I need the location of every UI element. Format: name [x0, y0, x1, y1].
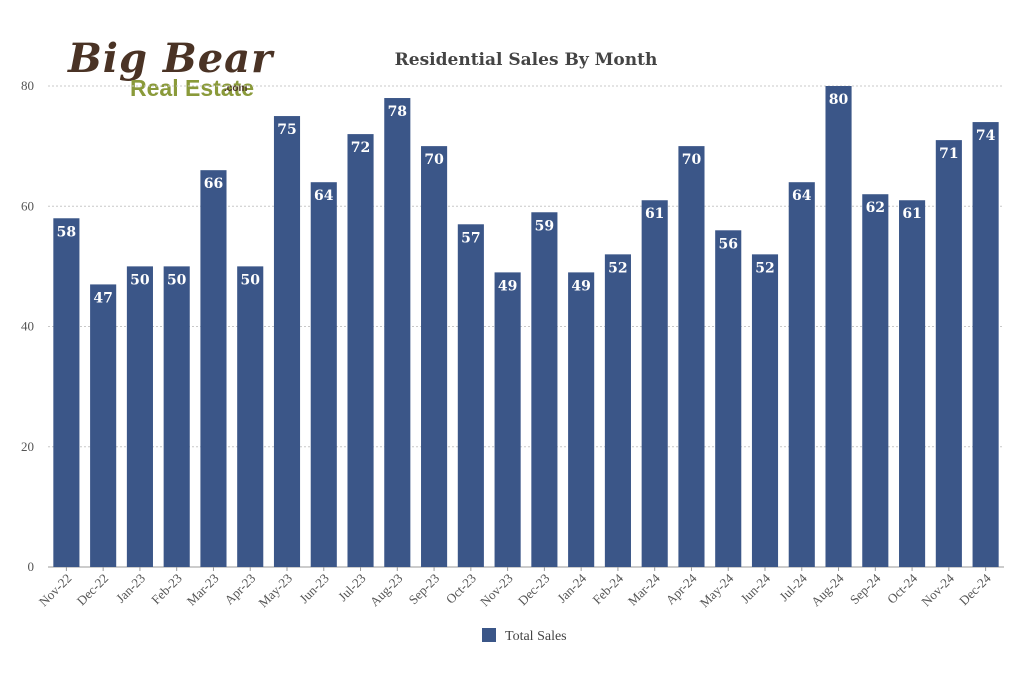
bar-value-label: 64	[314, 188, 334, 204]
bar-value-label: 64	[792, 188, 812, 204]
legend-swatch	[482, 628, 496, 642]
x-tick-label: Nov-23	[477, 571, 516, 610]
chart-title: Residential Sales By Month	[395, 50, 658, 70]
x-tick-label: Nov-24	[918, 570, 957, 609]
x-tick-label: Jan-23	[113, 571, 148, 606]
bar	[310, 182, 337, 567]
bar	[494, 272, 521, 567]
bar-value-label: 50	[167, 272, 187, 288]
bar-value-label: 59	[535, 218, 554, 234]
x-tick-label: Mar-24	[625, 570, 663, 608]
bar	[899, 200, 926, 568]
bar	[935, 140, 962, 568]
y-tick-label: 80	[21, 78, 34, 93]
bar-value-label: 62	[866, 200, 885, 216]
bar-value-label: 78	[388, 104, 407, 120]
logo: Big Bear Real Estate .com	[67, 35, 275, 101]
bar	[825, 86, 852, 567]
bar	[568, 272, 595, 567]
bar	[384, 98, 411, 568]
bar-value-label: 75	[277, 122, 296, 138]
bar	[604, 254, 631, 567]
y-tick-label: 0	[28, 559, 35, 574]
bar	[678, 146, 705, 567]
bar-value-label: 70	[682, 152, 702, 168]
x-tick-label: Aug-24	[808, 570, 847, 609]
bar-value-label: 61	[645, 206, 664, 222]
logo-text-real-estate: Real Estate	[130, 75, 254, 101]
bars: 58 47 50 50 66 50 75 64 72 78 70 57 49 59 49 52 61 70 56 52…	[53, 86, 999, 568]
x-tick-label: Dec-22	[74, 571, 112, 609]
bar-value-label: 72	[351, 140, 370, 156]
x-tick-label: Dec-24	[956, 570, 994, 608]
bar	[751, 254, 779, 567]
x-tick-label: Apr-24	[663, 570, 700, 607]
x-tick-label: Sep-23	[406, 571, 443, 608]
x-tick-label: Jun-23	[296, 571, 332, 607]
x-tick-label: Feb-24	[589, 570, 626, 607]
x-tick-label: Jul-23	[335, 571, 369, 605]
bar-value-label: 58	[57, 224, 76, 240]
x-tick-label: Sep-24	[847, 570, 884, 607]
logo-text-big-bear: Big Bear	[67, 35, 275, 82]
bar	[90, 284, 117, 567]
bar-value-label: 74	[976, 128, 996, 144]
bar	[457, 224, 484, 567]
bar-value-label: 71	[939, 146, 958, 162]
bar-value-label: 47	[93, 290, 112, 306]
bar	[788, 182, 815, 567]
bar-value-label: 66	[204, 176, 223, 192]
bar	[163, 266, 190, 567]
grid-lines	[48, 85, 1004, 448]
x-tick-label: May-24	[697, 570, 737, 610]
x-tick-label: Aug-23	[367, 571, 406, 610]
x-tick-label: Oct-24	[884, 570, 920, 606]
bar-value-label: 52	[755, 260, 774, 276]
bar-value-label: 50	[130, 272, 150, 288]
x-tick-label: Dec-23	[515, 571, 553, 609]
bar-value-label: 70	[424, 152, 444, 168]
bar	[972, 122, 999, 567]
bar	[641, 200, 668, 568]
x-tick-label: Oct-23	[443, 571, 479, 607]
bar	[531, 212, 558, 567]
x-tick-label: Apr-23	[221, 571, 258, 608]
bar	[273, 116, 301, 567]
bar-value-label: 56	[718, 236, 737, 252]
logo-text-com: .com	[224, 83, 247, 94]
y-tick-label: 20	[21, 439, 34, 454]
bar-value-label: 50	[240, 272, 260, 288]
bar-value-label: 57	[461, 230, 480, 246]
x-tick-label: Mar-23	[184, 571, 222, 609]
bar	[200, 170, 227, 568]
bar-value-label: 49	[571, 278, 590, 294]
x-tick-label: Nov-22	[36, 571, 75, 610]
bar-value-label: 49	[498, 278, 517, 294]
bar	[53, 218, 80, 567]
x-tick-label: May-23	[255, 571, 295, 611]
legend-label: Total Sales	[505, 629, 567, 644]
x-tick-label: Jun-24	[737, 570, 773, 606]
x-tick-label: Jan-24	[554, 570, 589, 605]
bar	[237, 266, 264, 567]
y-tick-label: 40	[21, 319, 34, 334]
legend: Total Sales	[482, 628, 567, 644]
x-tick-label: Feb-23	[148, 571, 185, 608]
bar	[421, 146, 448, 567]
bar	[862, 194, 889, 567]
bar-value-label: 52	[608, 260, 627, 276]
bar	[715, 230, 742, 568]
bar-value-label: 61	[902, 206, 921, 222]
x-tick-label: Jul-24	[776, 570, 810, 604]
bar-value-label: 80	[829, 92, 849, 108]
bar	[126, 266, 153, 567]
bar	[347, 134, 374, 567]
y-tick-label: 60	[21, 198, 34, 213]
